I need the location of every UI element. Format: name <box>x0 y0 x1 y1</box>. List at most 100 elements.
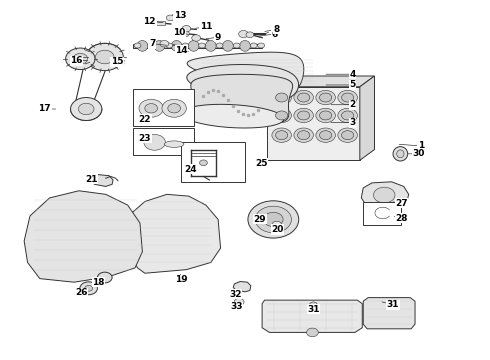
Circle shape <box>258 43 265 48</box>
Circle shape <box>248 201 299 238</box>
Ellipse shape <box>275 131 288 140</box>
Text: 12: 12 <box>144 17 156 26</box>
Bar <box>133 89 194 126</box>
Text: 27: 27 <box>395 199 408 208</box>
Ellipse shape <box>154 41 165 51</box>
Ellipse shape <box>316 90 335 105</box>
Text: 31: 31 <box>387 300 399 309</box>
Circle shape <box>233 43 240 48</box>
Circle shape <box>239 31 248 38</box>
Circle shape <box>86 43 123 71</box>
Ellipse shape <box>319 93 332 102</box>
Polygon shape <box>187 52 304 94</box>
Circle shape <box>182 26 191 32</box>
Text: 18: 18 <box>92 278 105 287</box>
Ellipse shape <box>137 41 148 51</box>
Ellipse shape <box>272 108 292 123</box>
Text: 16: 16 <box>70 56 83 65</box>
Ellipse shape <box>338 128 357 142</box>
Circle shape <box>166 43 172 48</box>
Bar <box>156 21 165 25</box>
Circle shape <box>149 43 156 48</box>
Ellipse shape <box>272 128 292 142</box>
Polygon shape <box>182 104 284 128</box>
Polygon shape <box>267 87 360 160</box>
Circle shape <box>134 43 141 48</box>
Ellipse shape <box>397 150 404 158</box>
Circle shape <box>144 134 165 150</box>
Ellipse shape <box>342 93 354 102</box>
Text: 30: 30 <box>412 149 425 158</box>
Circle shape <box>255 206 292 233</box>
Text: 21: 21 <box>85 175 98 184</box>
Ellipse shape <box>338 90 357 105</box>
Ellipse shape <box>294 108 314 123</box>
Text: 25: 25 <box>255 159 268 168</box>
Text: 26: 26 <box>75 288 88 297</box>
Text: 19: 19 <box>175 275 188 284</box>
Ellipse shape <box>297 111 310 120</box>
Circle shape <box>192 35 200 41</box>
Text: 17: 17 <box>38 104 51 113</box>
Polygon shape <box>128 194 220 273</box>
Polygon shape <box>363 298 415 329</box>
Text: 13: 13 <box>174 10 186 19</box>
Ellipse shape <box>393 147 408 161</box>
Ellipse shape <box>164 141 184 147</box>
Polygon shape <box>262 300 362 332</box>
Ellipse shape <box>205 41 216 51</box>
Circle shape <box>78 103 94 115</box>
Ellipse shape <box>342 111 354 120</box>
Circle shape <box>373 187 395 203</box>
Circle shape <box>98 272 112 283</box>
Circle shape <box>246 32 254 38</box>
Polygon shape <box>133 44 262 48</box>
Circle shape <box>264 212 283 226</box>
Ellipse shape <box>319 131 332 140</box>
Circle shape <box>139 99 163 117</box>
Text: 32: 32 <box>229 289 242 298</box>
Circle shape <box>180 31 189 37</box>
Text: 7: 7 <box>149 39 155 48</box>
Text: 8: 8 <box>273 25 280 34</box>
Ellipse shape <box>319 111 332 120</box>
Text: 33: 33 <box>230 302 243 311</box>
Text: 10: 10 <box>173 28 185 37</box>
Circle shape <box>198 43 205 48</box>
Circle shape <box>166 15 174 21</box>
Circle shape <box>160 41 169 47</box>
Ellipse shape <box>272 90 292 105</box>
Ellipse shape <box>316 108 335 123</box>
Circle shape <box>250 43 257 48</box>
Ellipse shape <box>171 41 182 51</box>
Text: 29: 29 <box>253 215 266 224</box>
Circle shape <box>272 221 282 228</box>
Text: 6: 6 <box>271 30 277 39</box>
Circle shape <box>85 285 93 291</box>
Ellipse shape <box>188 41 199 51</box>
Circle shape <box>71 98 102 121</box>
Circle shape <box>234 298 244 306</box>
Circle shape <box>310 302 318 308</box>
Ellipse shape <box>240 41 250 51</box>
Text: 5: 5 <box>349 81 356 90</box>
Ellipse shape <box>294 90 314 105</box>
Ellipse shape <box>297 131 310 140</box>
Polygon shape <box>233 282 251 292</box>
Text: 24: 24 <box>184 165 196 174</box>
Polygon shape <box>90 175 113 186</box>
Text: 11: 11 <box>199 22 212 31</box>
Circle shape <box>307 328 318 337</box>
Ellipse shape <box>222 41 233 51</box>
Text: 3: 3 <box>349 118 356 127</box>
Ellipse shape <box>297 93 310 102</box>
Polygon shape <box>361 182 409 210</box>
Circle shape <box>73 53 88 64</box>
Text: 15: 15 <box>111 57 123 66</box>
Circle shape <box>216 43 223 48</box>
Text: 20: 20 <box>271 225 283 234</box>
Circle shape <box>182 43 189 48</box>
Text: 4: 4 <box>349 70 356 79</box>
Bar <box>363 202 401 225</box>
Ellipse shape <box>342 131 354 140</box>
